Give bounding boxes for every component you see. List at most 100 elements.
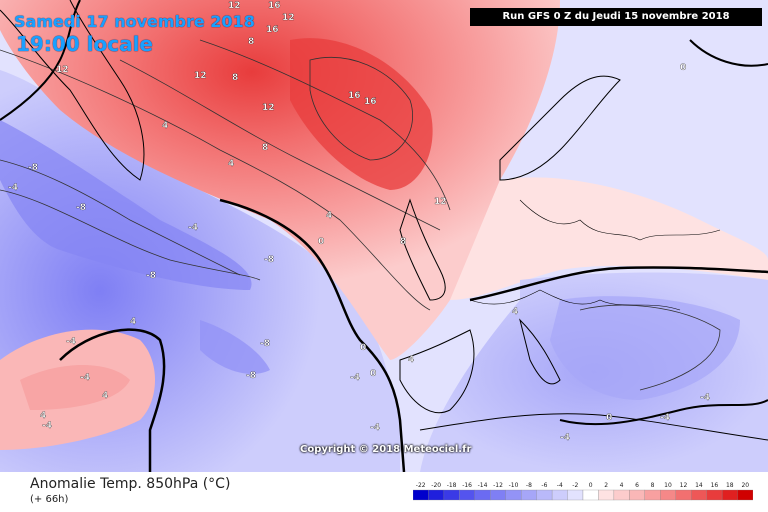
- contour-16: [309, 57, 413, 161]
- legend-tick-label: -22: [416, 482, 426, 489]
- contour-value-label: 4: [228, 159, 234, 169]
- contour-value-label: 12: [194, 71, 207, 81]
- legend-swatch: [582, 489, 599, 501]
- contour-value-label: -4: [660, 413, 670, 423]
- legend-tick-label: 20: [741, 482, 749, 489]
- forecast-lead-time: (+ 66h): [30, 494, 69, 505]
- legend-tick-label: 0: [589, 482, 593, 489]
- contour-8: [119, 59, 441, 231]
- anomaly-map-svg: 12 161281612812161612844-8-4-4-8-8-444001…: [0, 0, 768, 472]
- contour-value-label: 8: [232, 73, 238, 83]
- legend-swatch: [598, 489, 615, 501]
- legend-tick-label: 14: [695, 482, 703, 489]
- color-scale-legend: -22 -20 -18 -16 -14 -12 -10 -8 -6 -4 -2 0 2 4 6 8 10 12 14…: [412, 480, 754, 506]
- legend-swatch: [490, 489, 506, 501]
- coast-italy: [519, 318, 561, 385]
- legend-tick-label: 18: [726, 482, 734, 489]
- contour-value-label: 12: [262, 103, 275, 113]
- warm-core-north: [290, 38, 433, 190]
- contour-value-label: 4: [102, 391, 108, 401]
- legend-tick-label: 10: [664, 482, 672, 489]
- contour-value-label: -4: [42, 421, 52, 431]
- legend-swatch: [706, 489, 723, 501]
- legend-tick-label: 16: [711, 482, 719, 489]
- contour-value-label: -8: [76, 203, 86, 213]
- contour-value-label: 16: [266, 25, 279, 35]
- legend-swatch: [474, 489, 491, 501]
- zero-contour-atlantic: [219, 198, 406, 472]
- legend-tick-label: 12: [680, 482, 688, 489]
- contour-value-label: 0: [680, 63, 686, 73]
- legend-labels: -22 -20 -18 -16 -14 -12 -10 -8 -6 -4 -2 0 2 4 6 8 10 12 14…: [416, 482, 750, 489]
- contour-value-label: 4: [162, 121, 168, 131]
- legend-tick-label: 6: [635, 482, 639, 489]
- contour-value-label: 8: [248, 37, 254, 47]
- legend-swatch: [443, 489, 460, 501]
- borders-europe: [469, 289, 681, 311]
- legend-swatches: [412, 489, 754, 501]
- parameter-title: Anomalie Temp. 850hPa (°C): [30, 476, 231, 492]
- legend-tick-label: -20: [431, 482, 441, 489]
- coast-iberia: [399, 329, 475, 414]
- contour-value-label: 16: [364, 97, 377, 107]
- contour-4: [0, 49, 431, 311]
- legend-tick-label: -18: [447, 482, 457, 489]
- contour-value-label: 4: [512, 307, 518, 317]
- legend-swatch: [428, 489, 445, 501]
- legend-tick-label: -6: [541, 482, 547, 489]
- cold-core-balkans: [550, 296, 740, 400]
- legend-swatch: [613, 489, 630, 501]
- contour-value-label: 0: [370, 369, 376, 379]
- northeast-region: [560, 0, 768, 150]
- legend-swatch: [629, 489, 646, 501]
- legend-swatch: [551, 489, 568, 501]
- legend-tick-label: 2: [604, 482, 608, 489]
- warm-anomaly-north: [0, 0, 560, 360]
- contour-value-label: -8: [264, 255, 274, 265]
- contour-value-label: -4: [8, 183, 18, 193]
- legend-swatch: [521, 489, 537, 501]
- contour-minus-8: [0, 189, 261, 281]
- legend-swatch: [644, 489, 661, 501]
- zero-contour-northeast: [689, 39, 768, 67]
- contour-value-label: -4: [188, 223, 198, 233]
- legend-swatch: [505, 489, 522, 501]
- borders-central-europe: [519, 199, 721, 241]
- contour-value-label: 4: [40, 411, 46, 421]
- cold-core-atlantic: [0, 120, 252, 290]
- contour-value-label: 8: [400, 237, 406, 247]
- legend-swatch: [412, 489, 429, 501]
- contour-value-label: 16: [268, 1, 281, 11]
- contour-value-label: 16: [348, 91, 361, 101]
- legend-tick-label: -2: [572, 482, 578, 489]
- weather-map: 12 16 12 8 16 12 8 12 16 16 12 8 4 4 -8 -4 -4 -8 -8 -4 4 4 0 0 1…: [0, 0, 768, 472]
- cold-pocket: [200, 320, 270, 374]
- legend-swatch: [737, 489, 754, 501]
- contour-value-label: -4: [80, 373, 90, 383]
- contour-labels: 12 161281612812161612844-8-4-4-8-8-444001…: [8, 1, 710, 443]
- contour-value-label: 12: [228, 1, 241, 11]
- zero-contour-south: [559, 399, 768, 426]
- copyright-notice: Copyright © 2018 Meteociel.fr: [300, 444, 472, 455]
- contour-value-label: -8: [146, 271, 156, 281]
- forecast-time: 19:00 locale: [16, 32, 153, 56]
- zero-contour-southwest: [59, 328, 166, 472]
- contour-value-label: 12: [56, 65, 69, 75]
- coast-north-africa: [419, 413, 768, 441]
- model-run-label: Run GFS 0 Z du Jeudi 15 novembre 2018: [470, 8, 762, 26]
- contour-minus-4-east: [579, 304, 721, 391]
- legend-svg: -22 -20 -18 -16 -14 -12 -10 -8 -6 -4 -2 0 2 4 6 8 10 12 14…: [412, 482, 754, 501]
- contour-value-label: 0: [360, 343, 366, 353]
- legend-tick-label: -16: [462, 482, 472, 489]
- legend-swatch: [721, 489, 738, 501]
- legend-swatch: [536, 489, 553, 501]
- contour-value-label: -4: [66, 337, 76, 347]
- contour-value-label: 4: [408, 355, 414, 365]
- legend-tick-label: -12: [493, 482, 503, 489]
- warm-core-southwest: [20, 365, 130, 410]
- contour-value-label: -4: [700, 393, 710, 403]
- legend-tick-label: -4: [557, 482, 563, 489]
- forecast-date: Samedi 17 novembre 2018: [14, 12, 255, 31]
- contour-minus-4: [0, 159, 241, 276]
- contour-value-label: 8: [262, 143, 268, 153]
